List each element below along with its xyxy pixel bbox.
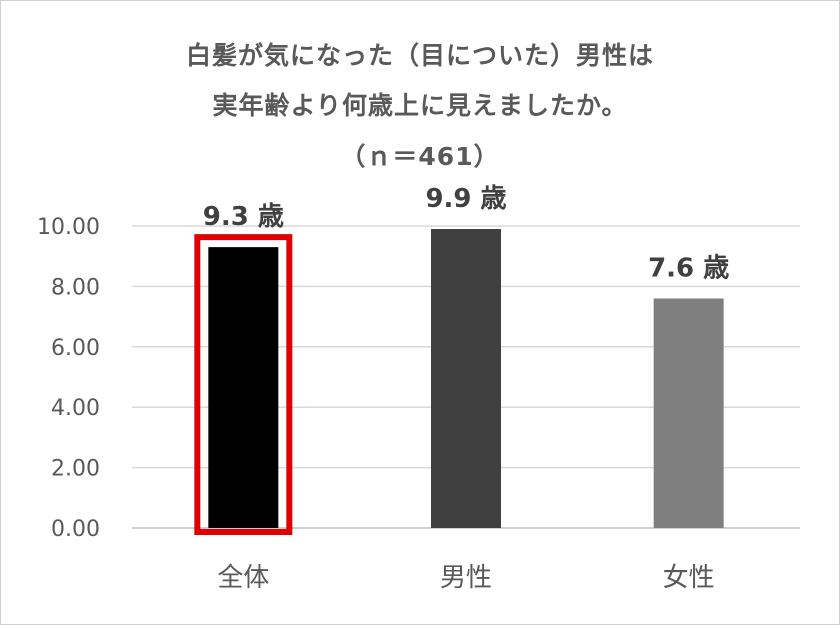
category-label: 女性 [663,563,715,593]
category-label: 全体 [217,563,269,593]
y-tick-label: 6.00 [51,336,100,361]
highlight-box [194,234,293,535]
data-label: 7.6 歳 [648,253,729,283]
y-tick-label: 10.00 [37,215,100,240]
y-tick-label: 8.00 [51,275,100,300]
y-tick-label: 4.00 [51,396,100,421]
data-label: 9.3 歳 [203,202,284,232]
y-tick-label: 0.00 [51,517,100,542]
category-label: 男性 [440,563,492,593]
bar-男性 [431,229,501,528]
bar-女性 [653,298,724,528]
chart-title-sample-size: （ｎ＝461） [340,142,500,171]
chart-title-line-2: 実年齢より何歳上に見えましたか。 [212,91,628,120]
data-label: 9.9 歳 [425,184,506,214]
bar-全体 [208,247,279,528]
chart-title-line-1: 白髪が気になった（目についた）男性は [185,41,654,70]
y-tick-label: 2.00 [51,457,100,482]
